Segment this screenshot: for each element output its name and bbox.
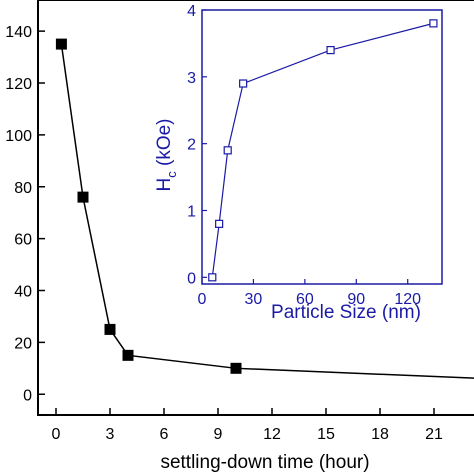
main-x-tick-label: 3	[106, 426, 115, 443]
main-x-tick-label: 21	[425, 426, 443, 443]
inset-x-tick-label: 120	[394, 291, 421, 308]
main-y-tick-label: 0	[23, 387, 32, 404]
main-x-tick-label: 12	[263, 426, 281, 443]
inset-data-point	[208, 273, 217, 282]
inset-series-markers	[208, 19, 438, 282]
main-y-tick-label: 40	[14, 284, 32, 301]
inset-plot: 0 30 60 90 120 0 1 2 3 4 Particle Size (nm) Hc (…	[154, 3, 445, 323]
main-x-axis-title: settling-down time (hour)	[160, 452, 369, 473]
main-y-ticks: 0 20 40 60 80 100 120 140	[5, 24, 45, 404]
inset-y-title-main: H	[154, 178, 175, 192]
inset-x-tick-label: 30	[245, 291, 263, 308]
inset-data-point	[429, 19, 438, 28]
main-x-tick-label: 18	[371, 426, 389, 443]
inset-y-tick-label: 0	[187, 270, 196, 287]
main-y-tick-label: 60	[14, 232, 32, 249]
main-x-tick-label: 0	[52, 426, 61, 443]
inset-series-line	[211, 22, 434, 278]
main-series-line	[60, 43, 474, 379]
inset-x-tick-label: 0	[198, 291, 207, 308]
inset-plot-background	[187, 5, 445, 284]
main-x-tick-label: 15	[317, 426, 335, 443]
inset-x-tick-label: 60	[296, 291, 314, 308]
inset-y-tick-label: 2	[187, 137, 196, 154]
inset-y-tick-label: 1	[187, 203, 196, 220]
inset-y-ticks: 0 1 2 3 4	[187, 3, 207, 287]
main-x-ticks: 0 3 6 9 12 15 18 21	[52, 408, 443, 443]
inset-plot-frame	[201, 9, 443, 285]
inset-x-axis-title: Particle Size (nm)	[271, 302, 421, 323]
main-y-tick-label: 80	[14, 180, 32, 197]
inset-data-point	[215, 219, 224, 228]
inset-data-point	[223, 146, 232, 155]
main-y-tick-label: 120	[5, 76, 32, 93]
inset-x-ticks: 0 30 60 90 120	[198, 279, 421, 308]
main-y-tick-label: 140	[5, 24, 32, 41]
main-series-markers	[55, 38, 242, 374]
main-y-tick-label: 20	[14, 335, 32, 352]
main-plot-frame	[37, 0, 474, 416]
inset-data-point	[239, 79, 248, 88]
inset-y-tick-label: 3	[187, 70, 196, 87]
main-data-point	[55, 38, 67, 50]
inset-x-tick-label: 90	[347, 291, 365, 308]
main-data-point	[122, 349, 134, 361]
inset-y-axis-title: Hc (kOe)	[154, 118, 179, 191]
inset-y-title-rest: (kOe)	[154, 118, 175, 171]
main-data-point	[77, 191, 89, 203]
main-x-tick-label: 6	[160, 426, 169, 443]
main-data-point	[230, 362, 242, 374]
main-data-point	[104, 323, 116, 335]
inset-y-title-subscript: c	[164, 171, 179, 178]
inset-y-tick-label: 4	[187, 3, 196, 20]
inset-data-point	[326, 45, 335, 55]
main-y-tick-label: 100	[5, 128, 32, 145]
main-x-tick-label: 9	[214, 426, 223, 443]
